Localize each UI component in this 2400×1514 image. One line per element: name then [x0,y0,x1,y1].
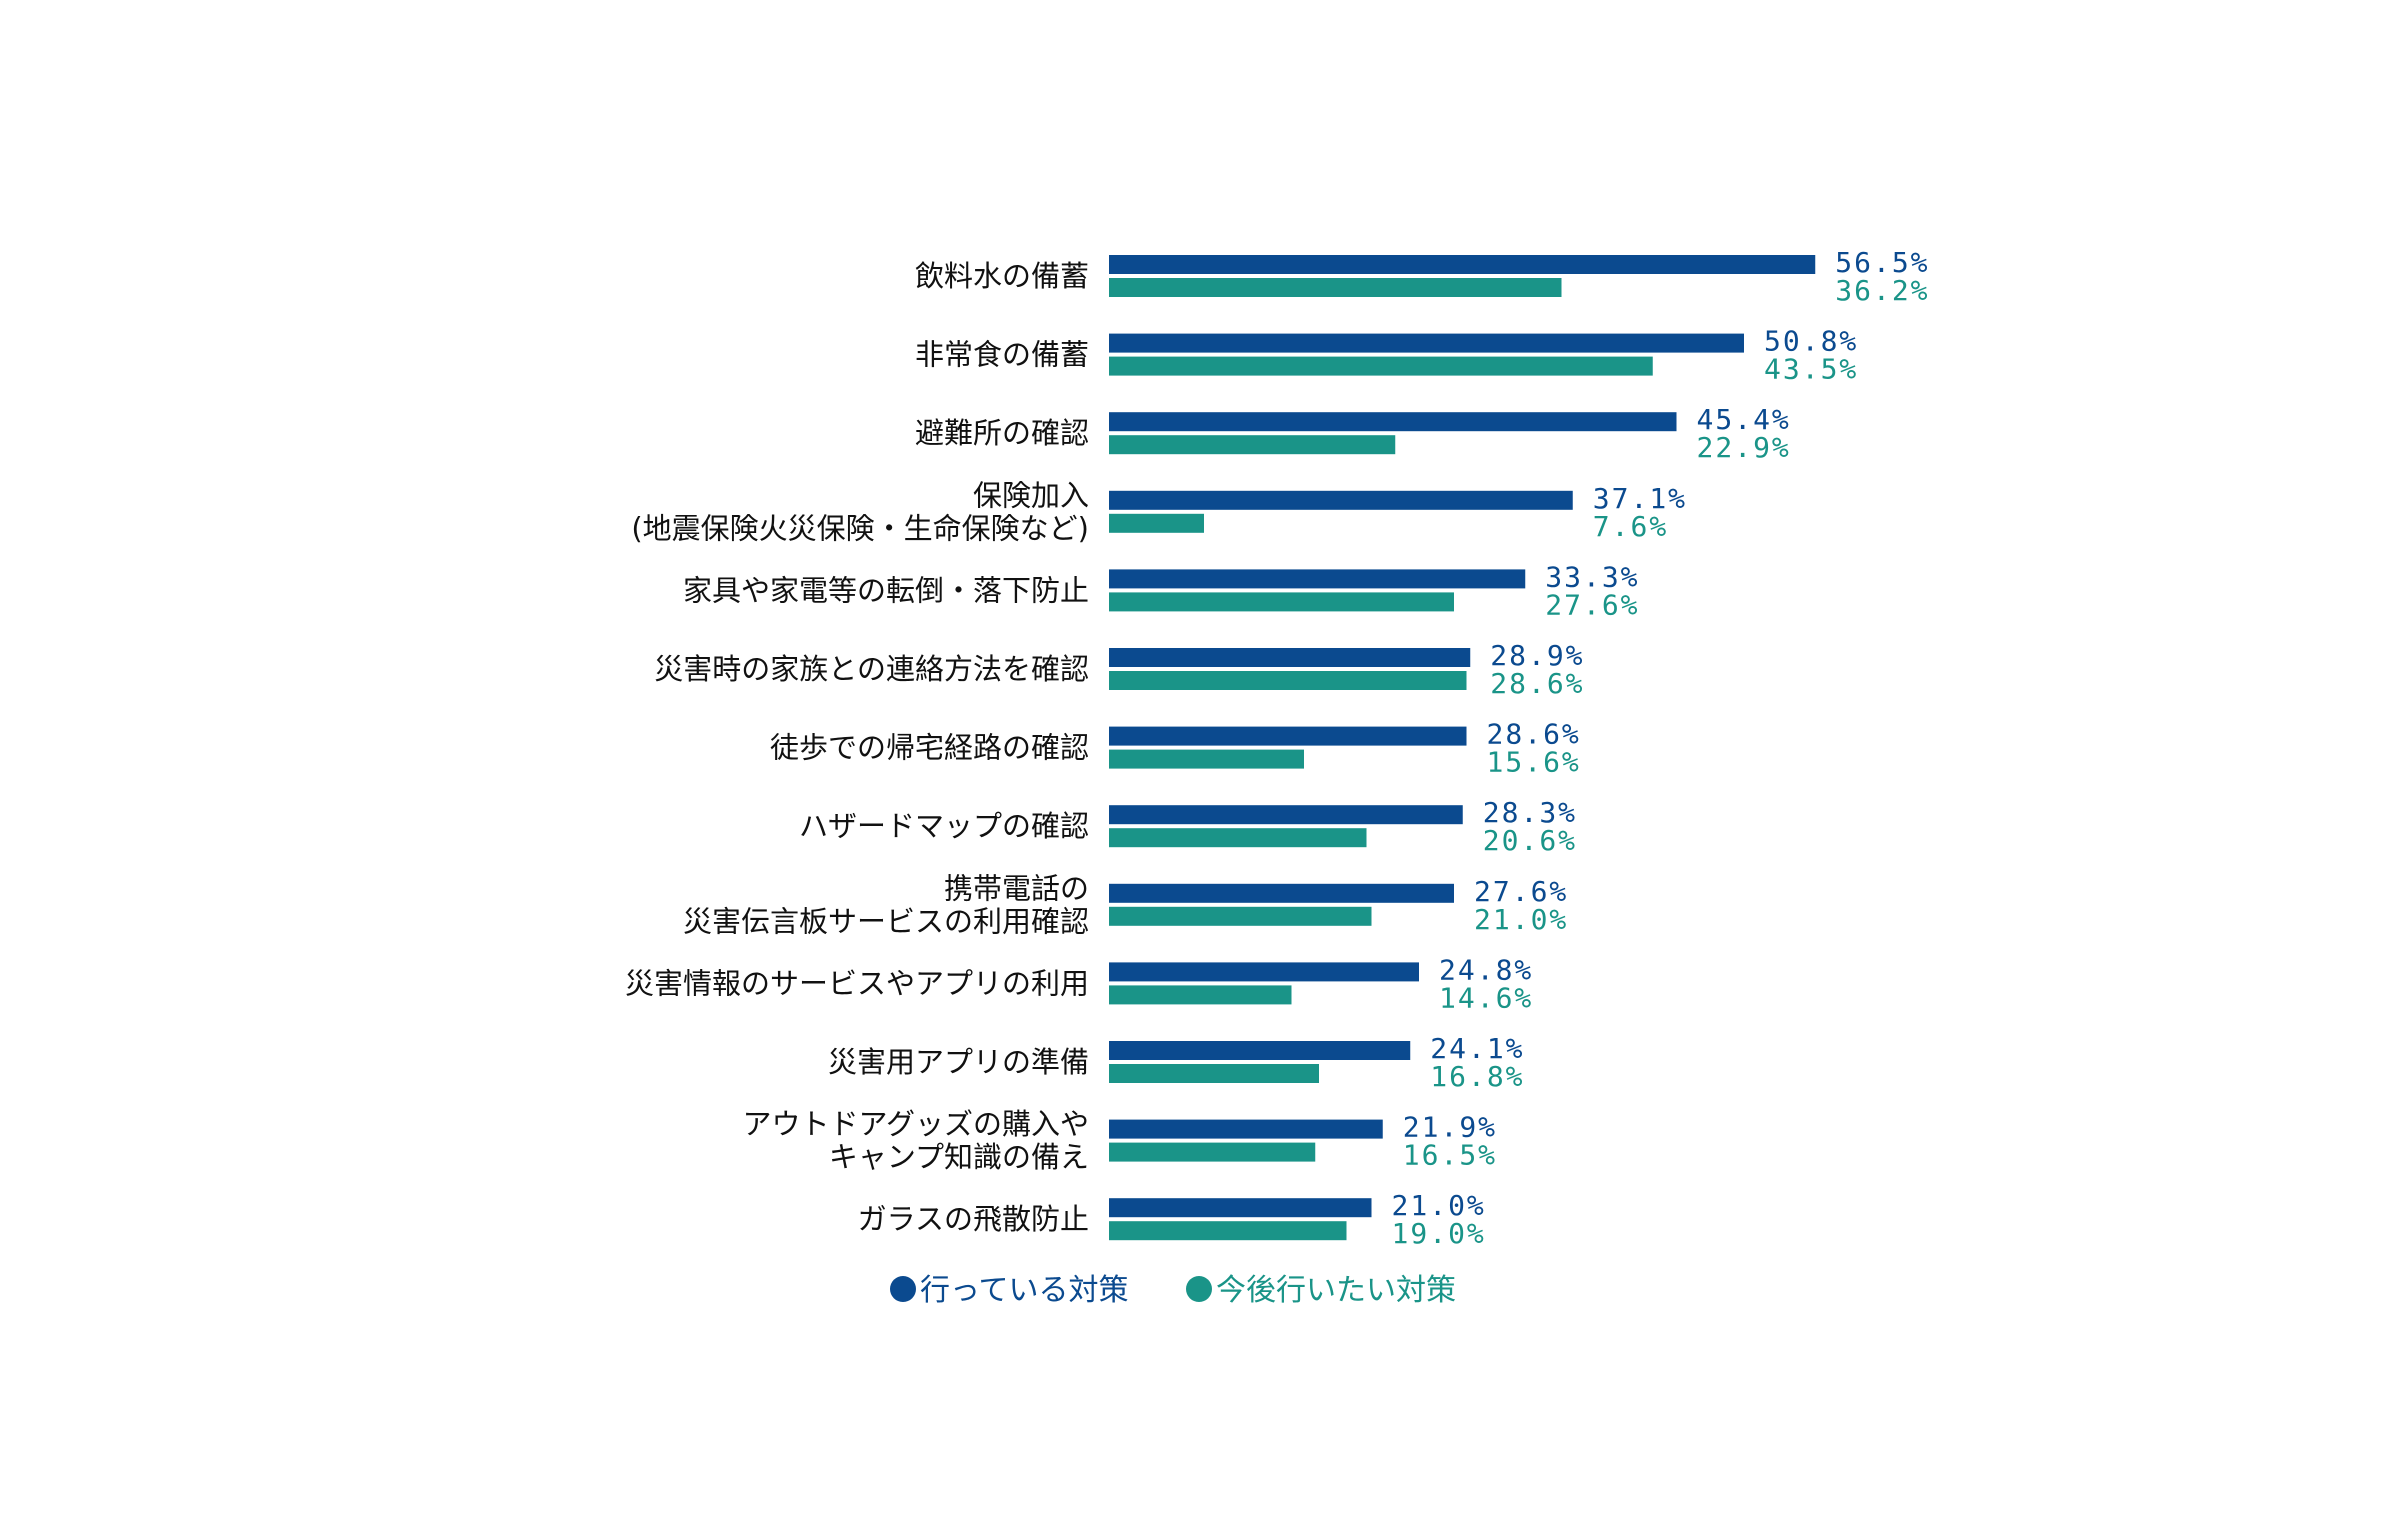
value-label-series-2: 16.5% [1403,1139,1497,1172]
bar-series-2 [1109,1142,1316,1162]
bar-series-2 [1109,906,1372,926]
legend-marker-series-1 [890,1276,916,1302]
category-label: 徒歩での帰宅経路の確認 [770,731,1089,765]
bar-series-1 [1109,255,1816,274]
value-label-series-1: 50.8% [1764,325,1858,358]
legend-label-series-1: 行っている対策 [920,1273,1129,1308]
value-label-series-1: 37.1% [1593,482,1687,515]
category-label-line: ハザードマップの確認 [799,809,1089,843]
bar-series-2 [1109,592,1454,612]
value-label-series-1: 28.3% [1483,796,1577,829]
category-label: 飲料水の備蓄 [915,259,1089,293]
category-label-line: キャンプ知識の備え [829,1140,1089,1174]
value-label-series-1: 24.8% [1439,953,1533,986]
value-label-series-2: 20.6% [1483,824,1577,857]
bar-series-2 [1109,671,1467,690]
value-label-series-1: 45.4% [1697,403,1791,436]
bar-series-1 [1109,1119,1383,1139]
bar-series-2 [1109,985,1292,1005]
category-label-line: (地震保険火災保険・生命保険など) [631,511,1089,545]
value-label-series-2: 21.0% [1474,903,1568,936]
category-label: 家具や家電等の転倒・落下防止 [683,573,1089,607]
category-label-line: 携帯電話の [944,871,1089,905]
value-label-series-2: 43.5% [1764,353,1858,386]
category-label-line: 避難所の確認 [915,416,1089,450]
bar-series-1 [1109,412,1677,432]
legend: 行っている対策 今後行いたい対策 [890,1273,1456,1308]
bar-series-2 [1109,828,1367,848]
value-label-series-1: 27.6% [1474,875,1568,908]
category-label: 携帯電話の災害伝言板サービスの利用確認 [683,871,1089,938]
value-label-series-1: 56.5% [1835,246,1929,279]
category-label-line: 保険加入 [973,478,1089,512]
bar-series-2 [1109,435,1396,455]
bar-series-2 [1109,278,1562,297]
category-label: 災害時の家族との連絡方法を確認 [654,652,1089,686]
value-label-series-2: 15.6% [1487,746,1581,779]
bar-series-2 [1109,356,1653,376]
bar-series-1 [1109,569,1526,589]
category-label-line: 災害時の家族との連絡方法を確認 [654,652,1089,686]
bar-series-2 [1109,1221,1347,1241]
category-label: アウトドアグッズの購入やキャンプ知識の備え [742,1107,1089,1174]
value-label-series-2: 16.8% [1430,1060,1524,1093]
category-label-line: 家具や家電等の転倒・落下防止 [683,573,1089,607]
category-label: 保険加入(地震保険火災保険・生命保険など) [631,478,1089,545]
bars-group [1109,255,1816,1241]
value-label-series-1: 33.3% [1545,560,1639,593]
bar-series-1 [1109,648,1471,667]
category-label-line: 徒歩での帰宅経路の確認 [770,731,1089,765]
legend-label-series-2: 今後行いたい対策 [1216,1273,1456,1308]
value-labels: 56.5%36.2% 50.8%43.5% 45.4%22.9% 37.1%7.6% 3… [1392,246,1929,1250]
bar-series-1 [1109,805,1463,825]
bar-series-1 [1109,333,1744,353]
value-label-series-1: 21.9% [1403,1111,1497,1144]
bar-series-1 [1109,883,1454,903]
value-label-series-2: 22.9% [1697,431,1791,464]
category-label-line: 災害情報のサービスやアプリの利用 [625,966,1089,1000]
category-label-line: 災害用アプリの準備 [828,1045,1089,1079]
category-label: ハザードマップの確認 [799,809,1089,843]
category-label: 災害情報のサービスやアプリの利用 [625,966,1089,1000]
value-label-series-2: 36.2% [1835,274,1929,307]
value-label-series-1: 28.9% [1490,639,1584,672]
value-label-series-1: 21.0% [1392,1189,1486,1222]
category-label: ガラスの飛散防止 [858,1202,1089,1236]
value-label-series-1: 24.1% [1430,1032,1524,1065]
category-label-line: 非常食の備蓄 [915,338,1089,372]
category-label-line: 災害伝言板サービスの利用確認 [683,904,1089,938]
value-label-series-1: 28.6% [1487,718,1581,751]
legend-marker-series-2 [1186,1276,1212,1302]
category-label-line: アウトドアグッズの購入や [742,1107,1089,1141]
bar-series-1 [1109,962,1419,982]
bar-series-2 [1109,749,1304,769]
value-label-series-2: 7.6% [1593,510,1668,543]
bar-series-2 [1109,513,1204,533]
category-label: 災害用アプリの準備 [828,1045,1089,1079]
category-label-line: 飲料水の備蓄 [915,259,1089,293]
bar-series-1 [1109,1198,1372,1218]
value-label-series-2: 19.0% [1392,1217,1486,1250]
value-label-series-2: 14.6% [1439,981,1533,1014]
bar-series-1 [1109,1041,1411,1060]
value-label-series-2: 28.6% [1490,667,1584,700]
value-label-series-2: 27.6% [1545,588,1639,621]
category-label: 非常食の備蓄 [915,338,1089,372]
bar-series-1 [1109,726,1467,746]
bar-series-2 [1109,1064,1319,1083]
bar-series-1 [1109,490,1573,510]
category-label: 避難所の確認 [915,416,1089,450]
category-label-line: ガラスの飛散防止 [858,1202,1089,1236]
